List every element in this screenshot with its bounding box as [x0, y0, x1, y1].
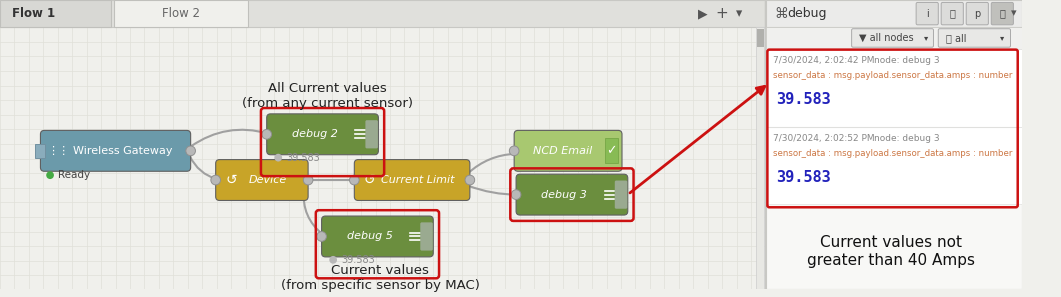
Text: 39.583: 39.583: [341, 255, 375, 265]
FancyBboxPatch shape: [215, 159, 308, 200]
Text: 📋: 📋: [950, 9, 955, 19]
Circle shape: [275, 154, 282, 162]
Circle shape: [511, 190, 521, 200]
Bar: [766, 49, 1022, 127]
Circle shape: [303, 175, 313, 185]
Text: ▾: ▾: [924, 34, 928, 42]
Text: 7/30/2024, 2:02:42 PM: 7/30/2024, 2:02:42 PM: [773, 56, 874, 65]
Text: Current Limit: Current Limit: [381, 175, 454, 185]
Bar: [755, 27, 765, 289]
Text: p: p: [974, 9, 980, 19]
FancyBboxPatch shape: [365, 120, 378, 148]
Text: ✓: ✓: [606, 144, 616, 157]
Text: debug 2: debug 2: [292, 129, 337, 139]
Bar: [114, 0, 248, 27]
Bar: [766, 27, 1022, 49]
Text: Flow 1: Flow 1: [12, 7, 55, 20]
Text: ▶: ▶: [698, 7, 708, 20]
Text: node: debug 3: node: debug 3: [874, 56, 940, 65]
FancyBboxPatch shape: [852, 29, 934, 47]
Circle shape: [349, 175, 359, 185]
Text: Device: Device: [248, 175, 286, 185]
FancyBboxPatch shape: [321, 216, 433, 257]
FancyBboxPatch shape: [516, 174, 628, 215]
FancyBboxPatch shape: [614, 181, 627, 209]
Circle shape: [509, 146, 519, 156]
FancyBboxPatch shape: [991, 2, 1013, 25]
Bar: [0, 0, 110, 27]
Bar: [605, 138, 619, 163]
FancyBboxPatch shape: [938, 29, 1010, 47]
Circle shape: [329, 256, 337, 264]
FancyBboxPatch shape: [515, 130, 622, 171]
Text: sensor_data : msg.payload.sensor_data.amps : number: sensor_data : msg.payload.sensor_data.am…: [773, 149, 1012, 158]
Text: 39.583: 39.583: [286, 153, 319, 163]
Text: i: i: [926, 9, 928, 19]
Circle shape: [47, 171, 54, 179]
Text: Flow 2: Flow 2: [162, 7, 201, 20]
Bar: [766, 0, 1022, 27]
Text: +: +: [716, 6, 729, 21]
FancyBboxPatch shape: [967, 2, 989, 25]
Text: Ready: Ready: [57, 170, 90, 180]
Circle shape: [262, 129, 272, 139]
FancyBboxPatch shape: [420, 222, 433, 251]
Bar: [756, 29, 764, 47]
FancyBboxPatch shape: [266, 114, 379, 155]
Text: ⌖: ⌖: [999, 9, 1005, 19]
Text: ⌘: ⌘: [775, 7, 788, 20]
Text: ↺: ↺: [225, 173, 237, 187]
Bar: [0, 0, 765, 27]
FancyBboxPatch shape: [40, 130, 191, 171]
Text: ▾: ▾: [1001, 34, 1005, 42]
Text: sensor_data : msg.payload.sensor_data.amps : number: sensor_data : msg.payload.sensor_data.am…: [773, 71, 1012, 80]
Text: 39.583: 39.583: [776, 92, 831, 107]
Text: ▾: ▾: [1011, 9, 1016, 19]
Circle shape: [186, 146, 195, 156]
Circle shape: [317, 232, 327, 241]
Bar: [766, 127, 1022, 204]
FancyBboxPatch shape: [354, 159, 470, 200]
Text: 🗑 all: 🗑 all: [945, 33, 966, 43]
Text: node: debug 3: node: debug 3: [874, 134, 940, 143]
Bar: [766, 0, 1022, 289]
Circle shape: [465, 175, 474, 185]
Text: All Current values
(from any current sensor): All Current values (from any current sen…: [242, 82, 413, 110]
FancyBboxPatch shape: [941, 2, 963, 25]
FancyBboxPatch shape: [916, 2, 938, 25]
Text: 7/30/2024, 2:02:52 PM: 7/30/2024, 2:02:52 PM: [773, 134, 874, 143]
Text: Current values
(from specific sensor by MAC): Current values (from specific sensor by …: [281, 264, 480, 292]
Text: 39.583: 39.583: [776, 170, 831, 185]
Text: Current values not
greater than 40 Amps: Current values not greater than 40 Amps: [806, 236, 975, 268]
Text: debug 5: debug 5: [347, 231, 393, 241]
Text: Wireless Gateway: Wireless Gateway: [73, 146, 173, 156]
Text: ▼ all nodes: ▼ all nodes: [858, 33, 914, 43]
Circle shape: [211, 175, 221, 185]
Text: debug: debug: [787, 7, 828, 20]
Text: debug 3: debug 3: [541, 189, 587, 200]
Text: ↺: ↺: [364, 173, 376, 187]
Text: ⋮⋮: ⋮⋮: [47, 146, 69, 156]
Text: NCD Email: NCD Email: [533, 146, 592, 156]
Text: ▾: ▾: [736, 7, 743, 20]
Bar: [35, 144, 46, 158]
